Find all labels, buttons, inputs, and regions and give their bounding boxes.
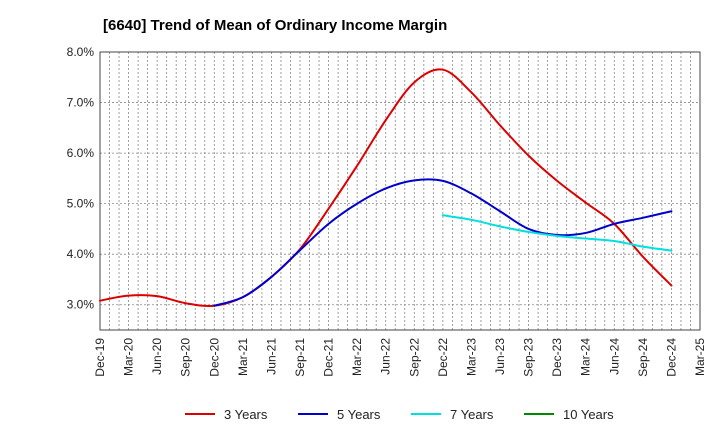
x-tick-label: Sep-24 [636,338,650,377]
x-tick-label: Dec-24 [664,338,678,377]
x-tick-label: Sep-23 [522,338,536,377]
x-tick-label: Mar-23 [464,338,478,376]
legend-label-5-years: 5 Years [337,407,381,422]
legend-label-10-years: 10 Years [563,407,614,422]
x-tick-label: Jun-24 [607,338,621,375]
y-tick-label: 8.0% [67,45,95,59]
x-tick-label: Sep-21 [293,338,307,377]
y-axis: 3.0% 4.0% 5.0% 6.0% 7.0% 8.0% [67,45,95,312]
y-tick-label: 5.0% [67,197,95,211]
chart-title: [6640] Trend of Mean of Ordinary Income … [103,17,447,34]
series-line-5-years [213,178,673,307]
x-tick-label: Dec-19 [93,338,107,377]
x-tick-label: Dec-22 [436,338,450,377]
series-lines [99,68,673,307]
plot-frame [99,51,701,331]
x-tick-label: Dec-20 [207,338,221,377]
x-tick-label: Dec-21 [322,338,336,377]
y-tick-label: 7.0% [67,96,95,110]
y-tick-label: 4.0% [67,247,95,261]
x-tick-label: Jun-21 [264,338,278,375]
series-line-3-years [99,68,673,307]
x-tick-label: Mar-20 [122,338,136,376]
x-tick-label: Sep-20 [179,338,193,377]
y-tick-label: 3.0% [67,298,95,312]
legend-label-3-years: 3 Years [224,407,268,422]
x-tick-label: Mar-24 [579,338,593,376]
x-tick-label: Jun-22 [379,338,393,375]
legend: 3 Years 5 Years 7 Years 10 Years [185,407,614,422]
x-tick-label: Dec-23 [550,338,564,377]
x-tick-label: Mar-21 [236,338,250,376]
legend-label-7-years: 7 Years [450,407,494,422]
x-tick-label: Sep-22 [407,338,421,377]
series-line-7-years [441,214,673,252]
x-axis: Dec-19 Mar-20 Jun-20 Sep-20 Dec-20 Mar-21 Jun-… [93,338,707,377]
x-tick-label: Jun-20 [150,338,164,375]
x-tick-label: Mar-22 [350,338,364,376]
x-tick-label: Mar-25 [693,338,707,376]
x-tick-label: Jun-23 [493,338,507,375]
grid [100,51,700,330]
y-tick-label: 6.0% [67,146,95,160]
